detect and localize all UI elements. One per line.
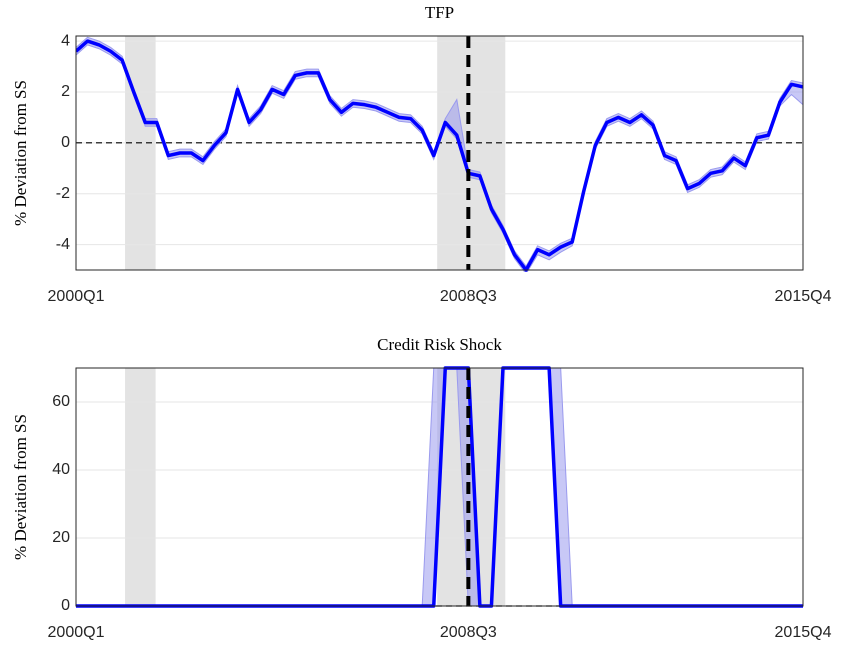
y-tick-label: 60 (52, 393, 70, 410)
x-tick-label: 2015Q4 (775, 288, 832, 305)
chart-title: Credit Risk Shock (377, 335, 502, 354)
data-line (76, 39, 803, 272)
y-tick-label: 2 (61, 83, 70, 100)
recession-shade (125, 368, 156, 606)
x-tick-label: 2015Q4 (775, 624, 832, 641)
y-axis-label: % Deviation from SS (11, 414, 30, 560)
y-tick-label: 0 (61, 597, 70, 614)
recession-shade (437, 36, 506, 270)
chart-title: TFP (425, 3, 454, 22)
plot-data (76, 36, 803, 272)
y-tick-label: 20 (52, 529, 70, 546)
x-tick-label: 2000Q1 (48, 624, 105, 641)
recession-shade (125, 36, 156, 270)
y-tick-label: 4 (61, 32, 70, 49)
x-tick-label: 2008Q3 (440, 624, 497, 641)
y-tick-label: -4 (56, 236, 70, 253)
x-tick-label: 2008Q3 (440, 288, 497, 305)
y-tick-label: -2 (56, 185, 70, 202)
axes-box (75, 367, 804, 607)
y-tick-label: 0 (61, 134, 70, 151)
y-axis-label: % Deviation from SS (11, 80, 30, 226)
x-tick-label: 2000Q1 (48, 288, 105, 305)
y-tick-label: 40 (52, 461, 70, 478)
axes-box (75, 35, 804, 271)
